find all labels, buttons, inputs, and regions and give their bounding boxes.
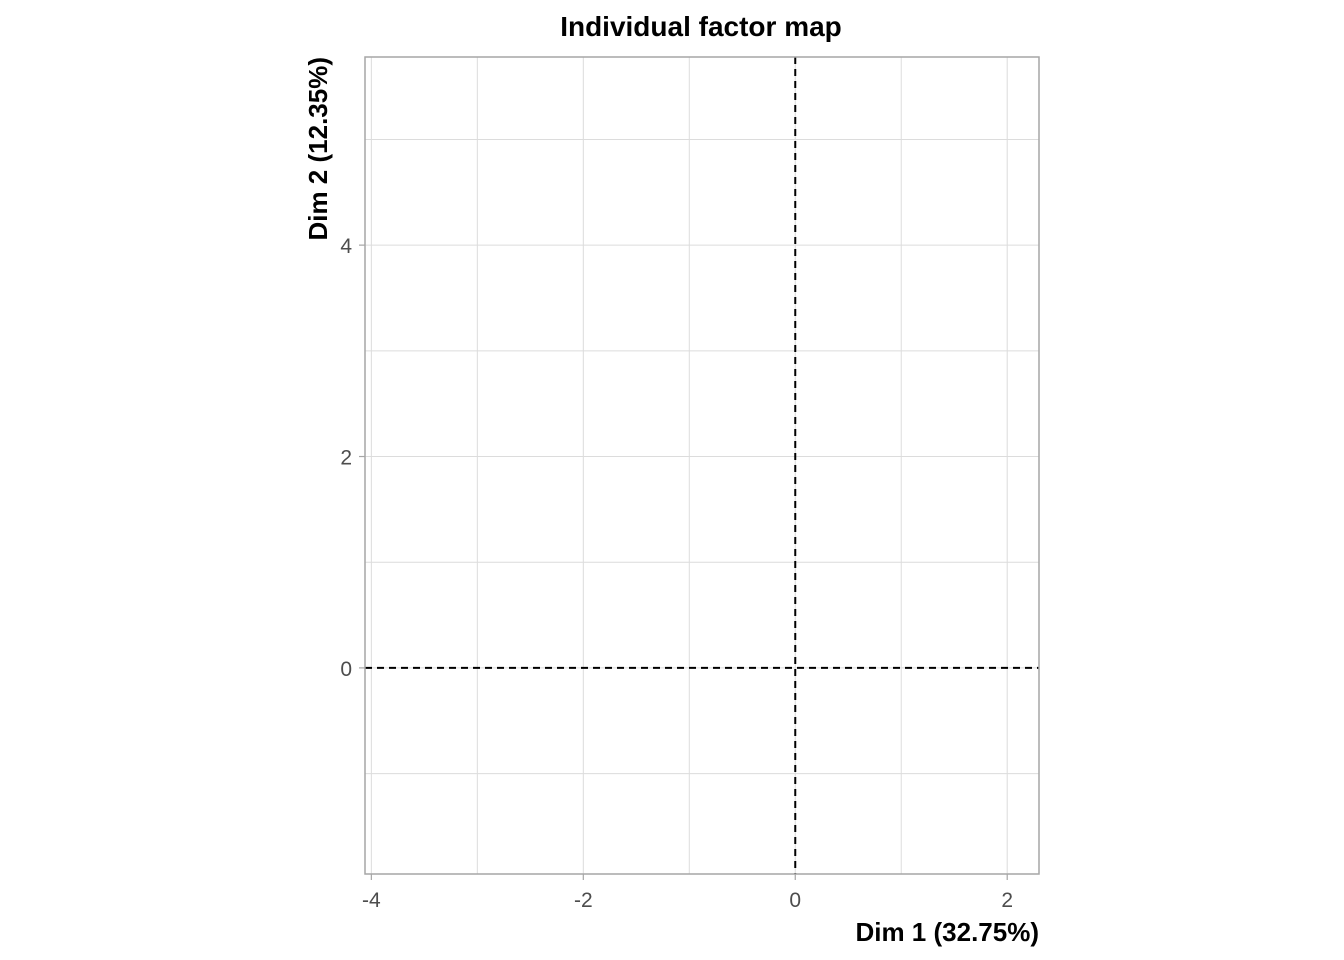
plot-border	[364, 56, 1040, 875]
y-axis-label: Dim 2 (12.35%)	[303, 57, 333, 241]
y-tick-label: 0	[340, 658, 352, 681]
chart-title: Individual factor map	[560, 11, 842, 42]
tick-layer: -4 -2 0 2 0 2 4	[340, 235, 1013, 912]
x-tick-label: -2	[574, 889, 593, 912]
x-axis-label: Dim 1 (32.75%)	[855, 917, 1039, 947]
y-tick-label: 2	[340, 447, 352, 470]
reference-lines	[365, 57, 1039, 874]
grid-layer	[365, 57, 1039, 874]
x-tick-label: -4	[362, 889, 381, 912]
x-tick-label: 0	[789, 889, 801, 912]
x-tick-label: 2	[1001, 889, 1013, 912]
y-tick-label: 4	[340, 235, 352, 258]
